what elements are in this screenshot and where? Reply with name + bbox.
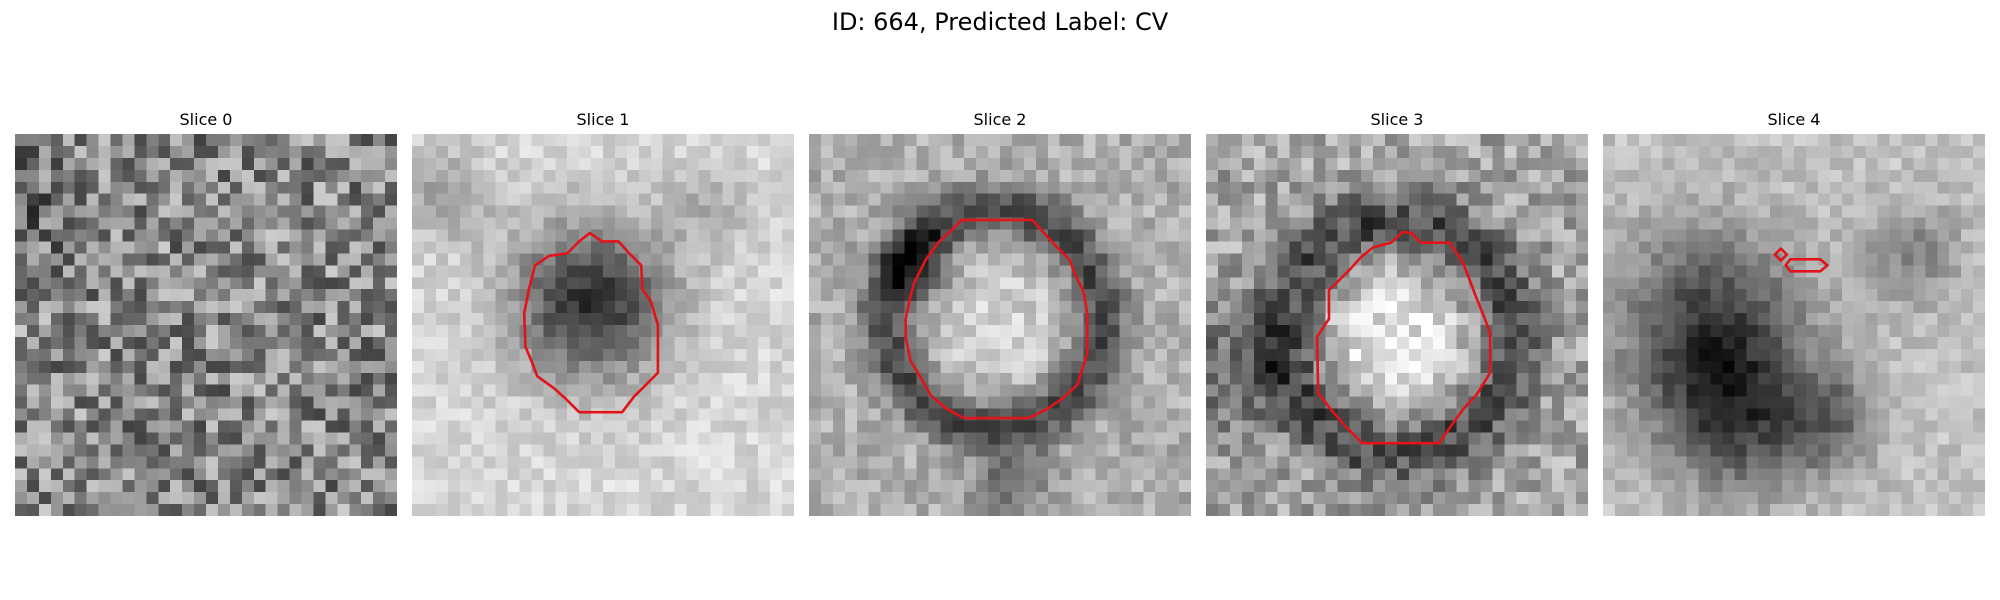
slice-panel-2: Slice 2 — [809, 108, 1191, 516]
slice-image-3 — [1206, 134, 1588, 516]
slice-image-2 — [809, 134, 1191, 516]
slice-panel-4: Slice 4 — [1603, 108, 1985, 516]
slice-panel-1: Slice 1 — [412, 108, 794, 516]
slice-panel-0: Slice 0 — [15, 108, 397, 516]
slice-title: Slice 1 — [412, 108, 794, 132]
slice-title: Slice 0 — [15, 108, 397, 132]
slice-panel-3: Slice 3 — [1206, 108, 1588, 516]
slice-title: Slice 2 — [809, 108, 1191, 132]
slice-image-1 — [412, 134, 794, 516]
slice-title: Slice 4 — [1603, 108, 1985, 132]
slice-image-4 — [1603, 134, 1985, 516]
figure-title: ID: 664, Predicted Label: CV — [0, 6, 2000, 38]
slice-image-0 — [15, 134, 397, 516]
slice-title: Slice 3 — [1206, 108, 1588, 132]
